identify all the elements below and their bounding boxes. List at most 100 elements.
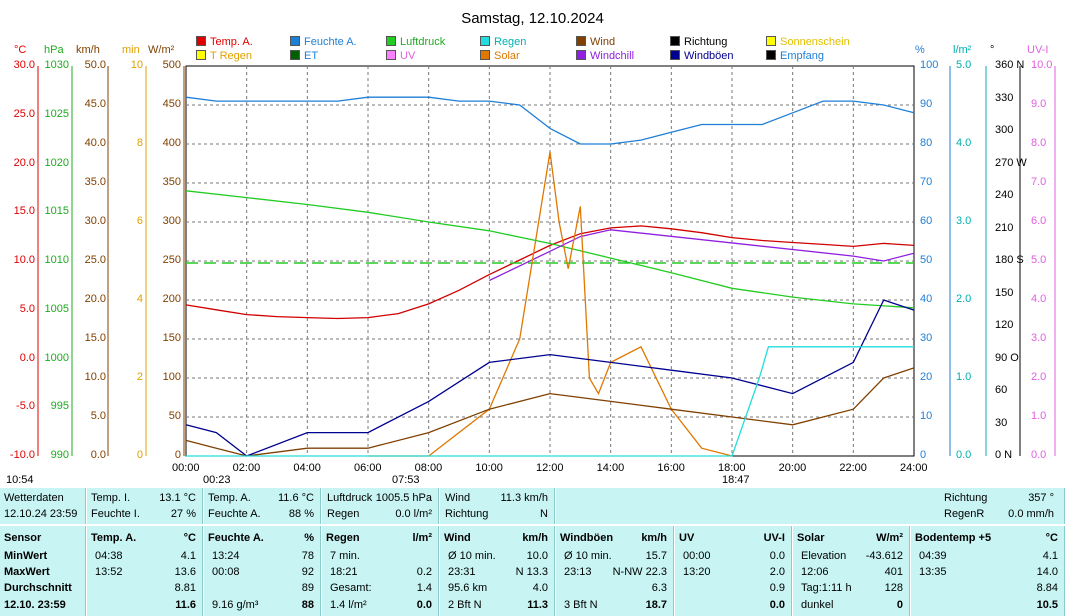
- solar-now-extra: dunkel: [801, 599, 834, 611]
- temp-a-value: 11.6 °C: [278, 492, 314, 504]
- uv-now: 0.0: [769, 599, 785, 611]
- axis-tick-temp: 20.0: [13, 156, 35, 169]
- richtung-label: Richtung: [445, 508, 489, 520]
- regen-header: Regen: [326, 532, 360, 544]
- axis-tick-uvi: 0.0: [1031, 449, 1047, 461]
- feuchte-max: 92: [301, 566, 314, 578]
- boeen-header: Windböen: [560, 532, 614, 544]
- cell-wetterdaten: Wetterdaten 12.10.24 23:59: [0, 488, 86, 524]
- feuchte-unit: %: [304, 532, 314, 544]
- legend-label: Windchill: [590, 50, 635, 62]
- wind-now: 11.3: [527, 599, 548, 611]
- legend-label: Windböen: [684, 50, 734, 62]
- axis-tick-rain_min: 6: [136, 215, 143, 227]
- solar-max: 401: [884, 566, 903, 578]
- legend-swatch: [670, 36, 680, 46]
- temp-a-label: Temp. A.: [208, 492, 251, 504]
- series-line-solar: [368, 151, 733, 457]
- axis-tick-solar: 350: [162, 176, 181, 188]
- legend-swatch: [290, 36, 300, 46]
- cell-row-labels: Sensor MinWert MaxWert Durchschnitt 12.1…: [0, 526, 86, 616]
- axis-tick-rain: 2.0: [956, 293, 972, 305]
- boden-max: 14.0: [1036, 566, 1058, 578]
- x-tick-label: 24:00: [900, 462, 928, 474]
- row-max: MaxWert: [4, 566, 50, 578]
- feuchte-avg: 89: [301, 582, 314, 594]
- solar-unit: W/m²: [876, 532, 903, 544]
- axis-tick-direction: 120: [995, 319, 1014, 331]
- wind-max-time: 23:31: [448, 566, 476, 578]
- cell-regen: Regen l/m² 7 min. 18:21 0.2 Gesamt: 1.4 1.4 l/m…: [322, 526, 439, 616]
- axis-tick-wind: 45.0: [84, 98, 106, 110]
- axis-tick-direction: 90 O: [995, 351, 1019, 364]
- boden-min: 4.1: [1042, 550, 1058, 562]
- axis-tick-uvi: 6.0: [1031, 215, 1047, 227]
- wind-min-label: Ø 10 min.: [448, 550, 496, 562]
- x-tick-label: 06:00: [354, 462, 382, 474]
- feuchte-now-extra: 9.16 g/m³: [212, 599, 259, 611]
- temp-unit: °C: [183, 532, 196, 544]
- temp-max-time: 13:52: [95, 566, 123, 578]
- axis-tick-direction: 300: [995, 124, 1014, 136]
- uv-header: UV: [679, 532, 695, 544]
- wind-header: Wind: [444, 532, 471, 544]
- axis-tick-direction: 270 W: [995, 156, 1027, 169]
- legend-swatch: [766, 36, 776, 46]
- axis-tick-humidity: 0: [920, 449, 927, 461]
- legend-swatch: [480, 50, 490, 60]
- axis-tick-direction: 330: [995, 91, 1014, 104]
- legend-swatch: [386, 36, 396, 46]
- legend-swatch: [766, 50, 776, 60]
- axis-tick-wind: 50.0: [84, 59, 106, 71]
- legend-swatch: [480, 36, 490, 46]
- cell-richtung: Richtung 357 ° RegenR 0.0 mm/h: [556, 488, 1065, 524]
- regen-avg-label: Gesamt:: [330, 582, 372, 594]
- wind-avg-label: 95.6 km: [448, 582, 488, 594]
- axis-tick-humidity: 60: [920, 215, 933, 227]
- axis-tick-pressure: 1005: [44, 302, 69, 315]
- uv-avg: 0.9: [769, 582, 785, 594]
- axis-tick-rain: 5.0: [956, 59, 972, 71]
- axis-tick-temp: 10.0: [13, 254, 35, 266]
- legend-swatch: [196, 36, 206, 46]
- axis-tick-temp: 0.0: [19, 351, 35, 364]
- axis-header-wind: km/h: [76, 44, 100, 56]
- axis-tick-solar: 450: [162, 98, 181, 110]
- regenr-value: 0.0 mm/h: [1008, 508, 1054, 520]
- axis-tick-rain_min: 10: [130, 59, 143, 71]
- boeen-min: 15.7: [645, 550, 667, 562]
- axis-tick-wind: 35.0: [84, 176, 106, 188]
- wind-label: Wind: [445, 492, 471, 504]
- legend-swatch: [386, 50, 396, 60]
- boeen-max-time: 23:13: [564, 566, 592, 578]
- wind-min: 10.0: [526, 550, 548, 562]
- boden-min-label: 04:39: [919, 550, 947, 562]
- time-marker-sunrise: 00:23: [203, 474, 231, 486]
- time-marker-noon: 07:53: [392, 474, 420, 486]
- feuchte-now: 88: [301, 599, 314, 611]
- cell-boeen: Windböen km/h Ø 10 min. 15.7 23:13 N-NW 22.3 6…: [556, 526, 674, 616]
- x-tick-label: 16:00: [657, 462, 685, 474]
- axis-tick-direction: 210: [995, 221, 1014, 234]
- uv-max-time: 13:20: [683, 566, 711, 578]
- richtung-deg-value: 357 °: [1028, 492, 1054, 504]
- regen-avg: 1.4: [416, 582, 432, 594]
- series-line-windb-en: [185, 299, 915, 457]
- chart-title: Samstag, 12.10.2024: [461, 10, 604, 27]
- cell-temp: Temp. A. °C 04:38 4.1 13:52 13.6 8.81 11.6: [87, 526, 203, 616]
- axis-tick-pressure: 1015: [44, 205, 69, 218]
- axis-tick-temp: 5.0: [19, 302, 35, 315]
- axis-tick-humidity: 90: [920, 98, 933, 110]
- legend-item: Feuchte A.: [290, 36, 357, 48]
- wetterdaten-label: Wetterdaten: [4, 492, 64, 504]
- axis-header-humidity: %: [915, 44, 925, 56]
- axis-tick-humidity: 70: [920, 176, 933, 188]
- legend-item: UV: [386, 50, 415, 62]
- feuchte-max-time: 00:08: [212, 566, 240, 578]
- axis-tick-rain_min: 0: [136, 449, 143, 461]
- legend-label: Regen: [494, 36, 527, 48]
- axis-tick-uvi: 4.0: [1031, 293, 1047, 305]
- boeen-unit: km/h: [641, 532, 667, 544]
- legend-label: ET: [304, 50, 319, 62]
- axis-tick-direction: 0 N: [995, 449, 1013, 461]
